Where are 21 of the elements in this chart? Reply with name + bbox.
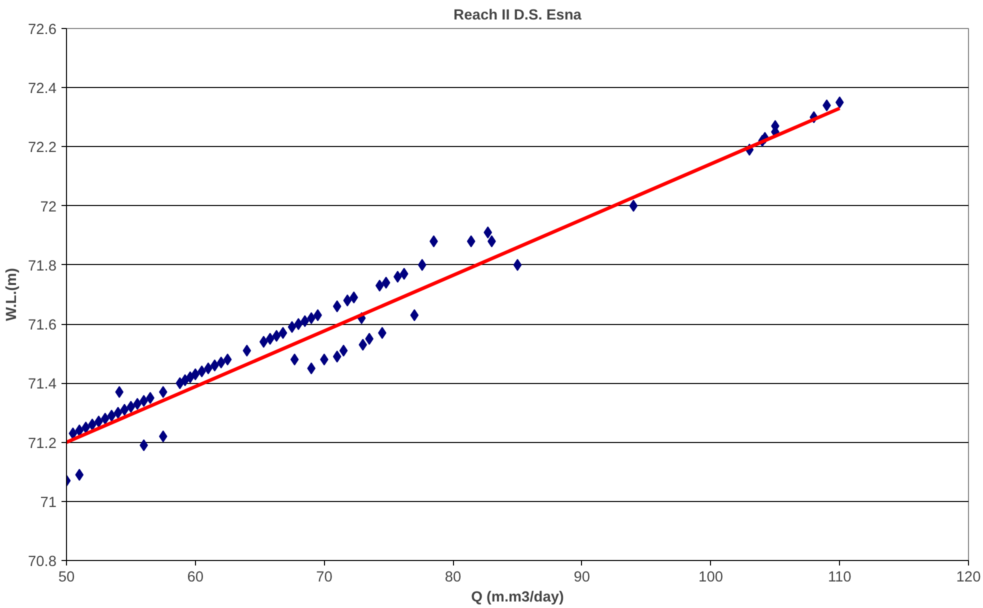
x-tick-label: 110 xyxy=(828,570,852,586)
x-axis-title: Q (m.m3/day) xyxy=(471,590,564,606)
y-tick-label: 72.2 xyxy=(28,140,57,156)
x-tick-label: 50 xyxy=(58,570,75,586)
y-tick-label: 71 xyxy=(40,494,57,511)
y-tick-label: 72.6 xyxy=(28,22,57,38)
y-tick-label: 72.4 xyxy=(28,81,57,98)
chart-title: Reach II D.S. Esna xyxy=(454,8,582,24)
y-tick-label: 71.8 xyxy=(28,258,57,274)
y-tick-label: 71.2 xyxy=(28,436,57,452)
x-tick-label: 100 xyxy=(698,570,724,586)
x-tick-label: 70 xyxy=(316,570,332,586)
y-tick-label: 71.4 xyxy=(28,376,57,393)
y-tick-label: 72 xyxy=(40,199,57,216)
y-tick-label: 71.6 xyxy=(28,318,57,334)
y-axis-title: W.L.(m) xyxy=(4,268,20,321)
x-tick-label: 90 xyxy=(574,570,590,586)
x-tick-label: 60 xyxy=(187,570,204,586)
x-tick-label: 120 xyxy=(956,570,981,586)
y-tick-label: 70.8 xyxy=(28,554,57,570)
x-tick-label: 80 xyxy=(444,570,462,586)
